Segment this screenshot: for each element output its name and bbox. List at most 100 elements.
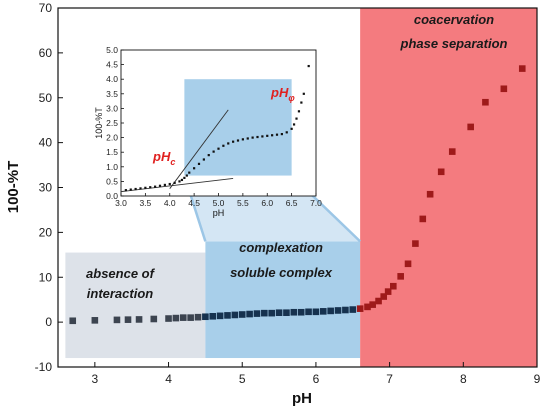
main-series (69, 65, 526, 325)
data-point (305, 308, 312, 316)
inset-y-tick-label-8: 4.0 (106, 74, 118, 84)
inset-x-tick-label-1: 3.5 (139, 198, 151, 208)
region-1-label-line-2: interaction (87, 286, 154, 301)
x-axis-title: pH (292, 390, 312, 407)
inset-y-tick-label-5: 2.5 (106, 118, 118, 128)
region-2-label-line-2: soluble complex (230, 265, 333, 280)
inset-data-point (134, 187, 137, 191)
inset-data-point (202, 158, 205, 161)
inset-y-tick-label-2: 1.0 (106, 162, 118, 172)
data-point (238, 311, 246, 318)
inset-annotation-ph-c: pHc (152, 149, 175, 167)
y-tick-label-7: 60 (39, 46, 53, 60)
inset-data-point (154, 185, 157, 188)
inset-data-point (280, 132, 283, 136)
data-point (364, 303, 371, 311)
inset-y-tick-label-7: 3.5 (106, 89, 118, 99)
inset-data-point (180, 178, 184, 182)
data-point (380, 293, 388, 300)
data-point (253, 310, 261, 317)
inset-data-point (266, 134, 269, 137)
data-point (216, 312, 224, 320)
data-point (69, 317, 77, 325)
inset-data-point (307, 64, 310, 68)
data-point (390, 282, 397, 290)
inset-data-point (178, 180, 181, 183)
data-point (113, 316, 121, 324)
x-tick-label-4: 7 (386, 372, 393, 386)
data-point (165, 315, 172, 322)
inset-data-point (236, 139, 240, 142)
inset-data-point (290, 127, 293, 130)
inset-data-point (271, 134, 274, 137)
x-tick-label-5: 8 (460, 372, 467, 386)
inset-y-axis-title: 100-%T (94, 107, 104, 139)
x-tick-label-6: 9 (534, 372, 541, 386)
inset-x-tick-label-3: 4.5 (188, 198, 200, 208)
inset-data-point (285, 131, 288, 134)
inset-data-point (241, 138, 244, 141)
inset-data-point (207, 154, 210, 157)
inset-x-tick-label-6: 6.0 (261, 198, 273, 208)
data-point (261, 309, 268, 317)
data-point (369, 301, 376, 308)
region-2-label-line-1: complexation (239, 240, 323, 255)
inset-highlight-box (184, 79, 292, 176)
data-point (268, 309, 276, 317)
inset-data-point (212, 150, 215, 153)
inset-data-point (197, 162, 201, 165)
data-point (172, 314, 180, 322)
inset-data-point (149, 186, 152, 189)
data-point (124, 316, 132, 323)
y-tick-label-5: 40 (39, 136, 53, 150)
inset-data-point (193, 167, 196, 170)
inset-data-point (222, 144, 225, 147)
data-point (275, 309, 283, 317)
inset-data-point (232, 140, 235, 143)
inset-data-point (302, 92, 305, 95)
x-tick-label-3: 6 (313, 372, 320, 386)
inset-data-point (292, 123, 296, 126)
y-tick-label-0: -10 (35, 360, 53, 374)
data-point (319, 308, 327, 315)
data-point (297, 308, 305, 316)
region-3-band (360, 8, 537, 367)
y-tick-label-3: 20 (39, 225, 53, 239)
main-axes: 3 4 5 6 7 8 9 -10 0 10 20 30 40 50 60 70 (35, 1, 541, 386)
inset-y-tick-label-4: 2.0 (106, 133, 118, 143)
y-axis-title: 100-%T (5, 161, 22, 214)
inset-x-tick-label-0: 3.0 (115, 198, 127, 208)
data-point (419, 215, 427, 223)
inset-data-point (168, 182, 171, 186)
inset-x-tick-label-2: 4.0 (164, 198, 176, 208)
inset-annotation-ph-phi: pHφ (270, 85, 295, 103)
inset-data-point (129, 188, 132, 191)
inset-data-point (227, 142, 230, 145)
data-point (179, 314, 187, 321)
data-point (246, 310, 253, 318)
inset-data-point (158, 184, 162, 187)
data-point (375, 297, 382, 305)
inset-data-point (251, 136, 254, 139)
inset-data-point (261, 135, 264, 138)
y-tick-label-1: 0 (45, 315, 52, 329)
inset-data-point (295, 117, 298, 120)
data-point (384, 288, 392, 295)
data-point (482, 98, 489, 106)
data-point (437, 168, 445, 176)
inset-x-tick-label-8: 7.0 (310, 198, 322, 208)
data-point (91, 317, 99, 324)
data-point (187, 314, 194, 321)
data-point (404, 260, 412, 268)
data-point (356, 305, 364, 312)
inset-data-point (300, 101, 303, 104)
inset-data-point (183, 176, 186, 179)
inset-y-tick-label-3: 1.5 (106, 147, 118, 157)
data-point (500, 85, 508, 93)
data-point (327, 307, 334, 315)
inset-x-tick-label-4: 5.0 (213, 198, 225, 208)
data-point (290, 308, 298, 316)
x-tick-label-2: 5 (239, 372, 246, 386)
inset-data-point (246, 137, 249, 140)
inset-data-point (297, 110, 301, 113)
